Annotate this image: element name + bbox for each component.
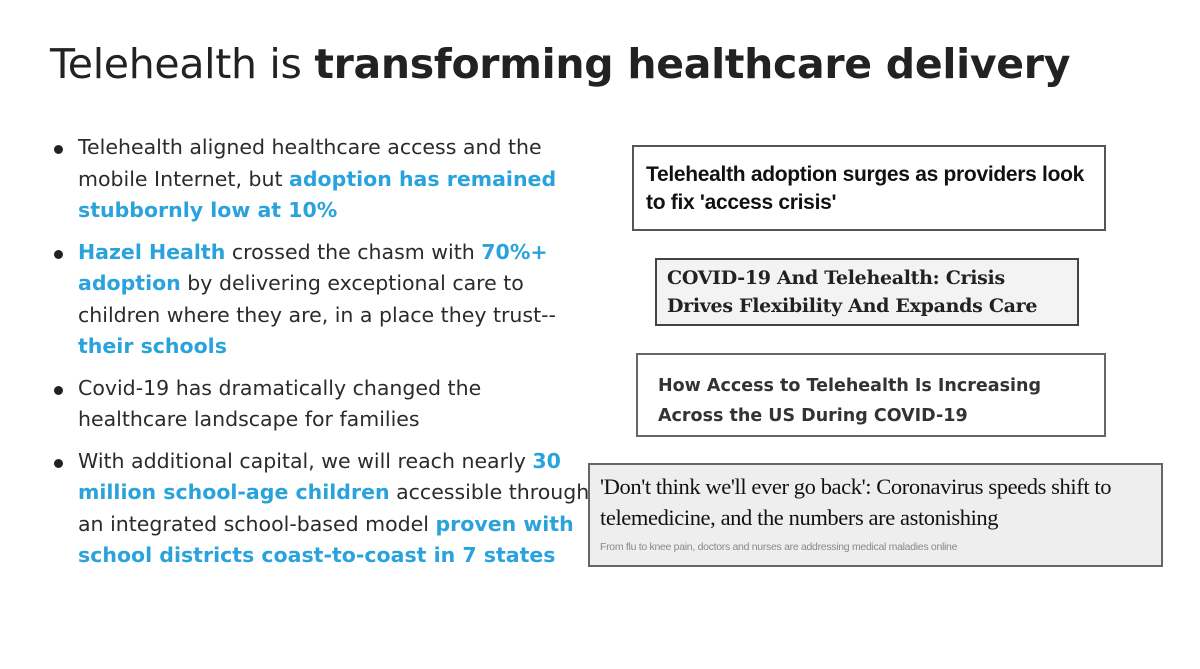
bullet-highlight-text: 70%+ adoption (78, 239, 548, 296)
bullet-text: accessible through an integrated school-… (78, 480, 590, 536)
headline-4-subtext: From flu to knee pain, doctors and nurse… (600, 541, 958, 553)
bullet-item: Hazel Health crossed the chasm with 70%+… (52, 237, 592, 363)
bullet-item: With additional capital, we will reach n… (52, 446, 592, 572)
bullet-highlight-text: 30 million school-age children (78, 448, 561, 505)
bullet-highlight-text: their schools (78, 334, 227, 358)
headline-card-2: COVID-19 And Telehealth: Crisis Drives F… (655, 258, 1079, 326)
bullet-dot-icon (54, 385, 63, 395)
bullet-text: crossed the chasm with (225, 239, 482, 264)
headline-card-1: Telehealth adoption surges as providers … (632, 145, 1106, 231)
bullet-dot-icon (54, 458, 63, 468)
headline-1-text: Telehealth adoption surges as providers … (646, 163, 1085, 214)
bullet-highlight-text: proven with school districts coast-to-co… (78, 511, 574, 568)
headline-2-text: COVID-19 And Telehealth: Crisis Drives F… (667, 267, 1038, 317)
headline-4-text: 'Don't think we'll ever go back': Corona… (600, 474, 1112, 530)
bullet-text: by delivering exceptional care to childr… (78, 271, 556, 327)
bullet-highlight-text: Hazel Health (78, 239, 226, 264)
bullet-text: Telehealth aligned healthcare access and… (78, 135, 542, 191)
bullet-list: Telehealth aligned healthcare access and… (52, 132, 592, 582)
title-prefix: Telehealth is (50, 40, 315, 88)
bullet-item: Covid-19 has dramatically changed the he… (52, 373, 592, 436)
bullet-dot-icon (54, 249, 63, 259)
bullet-item: Telehealth aligned healthcare access and… (52, 132, 592, 227)
headline-3-text: How Access to Telehealth Is Increasing A… (658, 376, 1041, 426)
slide-title: Telehealth is transforming healthcare de… (50, 40, 1070, 88)
bullet-highlight-text: adoption has remained stubbornly low at … (78, 166, 557, 223)
title-emphasis: transforming healthcare delivery (314, 40, 1071, 88)
headline-card-4: 'Don't think we'll ever go back': Corona… (588, 463, 1163, 567)
headline-card-3: How Access to Telehealth Is Increasing A… (636, 353, 1106, 437)
bullet-text: With additional capital, we will reach n… (78, 448, 533, 473)
bullet-dot-icon (54, 145, 63, 154)
bullet-text: Covid-19 has dramatically changed the he… (78, 375, 482, 432)
